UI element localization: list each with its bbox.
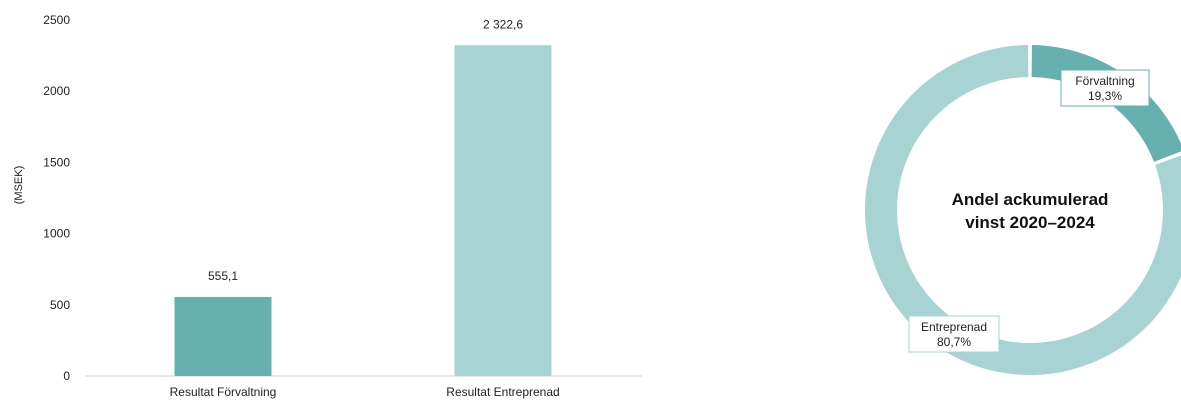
slice-label-entreprenad-name: Entreprenad bbox=[921, 320, 987, 334]
slice-label-forvaltning: Förvaltning 19,3% bbox=[1060, 69, 1150, 107]
bar bbox=[454, 45, 552, 377]
slice-label-forvaltning-value: 19,3% bbox=[1088, 89, 1122, 103]
y-axis-label: (MSEK) bbox=[13, 166, 25, 205]
bar-chart: (MSEK) 0 500 1000 1500 2000 2500 555,1 Resulta… bbox=[13, 13, 642, 399]
bar-data-label: 555,1 bbox=[208, 269, 238, 283]
y-tick-label: 1000 bbox=[43, 227, 70, 241]
y-tick-label: 1500 bbox=[43, 155, 70, 169]
donut-chart: Andel ackumulerad vinst 2020–2024 Förval… bbox=[864, 45, 1181, 375]
bar-data-label: 2 322,6 bbox=[483, 17, 523, 31]
y-tick-label: 2000 bbox=[43, 84, 70, 98]
donut-center-title-line-1: Andel ackumulerad bbox=[952, 190, 1109, 209]
x-category-label: Resultat Förvaltning bbox=[170, 385, 277, 399]
slice-label-entreprenad-value: 80,7% bbox=[937, 335, 971, 349]
slice-label-entreprenad-box bbox=[908, 315, 1000, 353]
y-ticks: 0 500 1000 1500 2000 2500 bbox=[43, 13, 70, 383]
bars: 555,1 Resultat Förvaltning 2 322,6 Resultat… bbox=[170, 17, 560, 399]
slice-label-entreprenad: Entreprenad 80,7% bbox=[908, 315, 1000, 353]
y-tick-label: 2500 bbox=[43, 13, 70, 27]
y-tick-label: 0 bbox=[63, 369, 70, 383]
bar bbox=[174, 296, 272, 376]
y-tick-label: 500 bbox=[50, 298, 70, 312]
slice-label-forvaltning-name: Förvaltning bbox=[1075, 74, 1134, 88]
donut-center-title-line-2: vinst 2020–2024 bbox=[965, 213, 1095, 232]
x-category-label: Resultat Entreprenad bbox=[446, 385, 559, 399]
slice-label-forvaltning-box bbox=[1060, 69, 1150, 107]
